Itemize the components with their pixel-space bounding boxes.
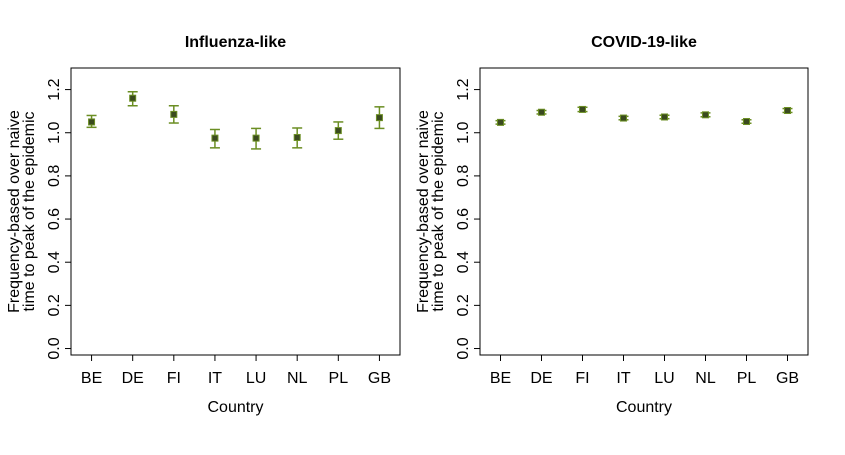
panel-1-data-point [211, 134, 219, 142]
panel-2-data-point [579, 105, 586, 113]
panel-2-y-tick-label: 1.0 [455, 122, 472, 144]
panel-2-data-point [497, 118, 504, 126]
panel-1-x-axis-label: Country [207, 399, 263, 416]
panel-1-y-tick-label: 0.6 [46, 208, 63, 230]
panel-1-y-tick-label: 0.2 [46, 294, 63, 316]
panel-2-y-tick-label: 0.2 [455, 294, 472, 316]
panel-1-x-tick-label: PL [329, 370, 349, 387]
panel-2-x-tick-label: DE [530, 370, 552, 387]
panel-1-x-tick-label: DE [122, 370, 144, 387]
panel-2-x-tick-label: FI [575, 370, 589, 387]
panel-2-x-tick-label: BE [490, 370, 511, 387]
panel-1-y-tick-label: 1.0 [46, 122, 63, 144]
panel-1-x-tick-label: LU [246, 370, 266, 387]
panel-2-x-axis-label: Country [616, 399, 672, 416]
panel-1-data-point [252, 134, 260, 142]
panel-2-data-point [620, 114, 627, 122]
panel-1-x-tick-label: BE [81, 370, 102, 387]
panel-1-data-point [334, 127, 342, 135]
panel-2-title: COVID-19-like [591, 34, 697, 51]
panel-1-x-tick-label: NL [287, 370, 308, 387]
panel-2-data-point [702, 111, 709, 119]
panel-2-x-tick-label: PL [737, 370, 757, 387]
panel-1-data-point [170, 110, 178, 118]
panel-1-y-axis-label-line-2: time to peak of the epidemic [21, 111, 38, 311]
panel-2: COVID-19-like Country Frequency-based over… [415, 34, 809, 416]
panel-2-y-tick-label: 1.2 [455, 78, 472, 100]
panel-2-data-point [743, 118, 750, 126]
panel-1: Influenza-like Country Frequency-based ove… [6, 34, 401, 416]
panel-2-y-tick-label: 0.4 [455, 251, 472, 273]
panel-2-y-axis-label-line-1: Frequency-based over naive [415, 110, 432, 313]
panel-2-y-axis-label-line-2: time to peak of the epidemic [430, 111, 447, 311]
panel-1-y-tick-label: 0.4 [46, 251, 63, 273]
panel-1-plot-frame [70, 67, 401, 356]
panel-2-x-tick-label: GB [776, 370, 799, 387]
panel-1-title: Influenza-like [185, 34, 286, 51]
panel-1-x-tick-label: FI [167, 370, 181, 387]
panel-1-data-point [293, 133, 301, 141]
panel-1-data-point [129, 94, 137, 102]
panel-1-x-tick-label: GB [368, 370, 391, 387]
panel-2-x-tick-label: LU [654, 370, 674, 387]
panel-1-y-tick-label: 0.8 [46, 165, 63, 187]
panel-1-y-tick-label: 1.2 [46, 78, 63, 100]
panel-2-x-tick-label: IT [616, 370, 630, 387]
panel-2-y-tick-label: 0.0 [455, 337, 472, 359]
panel-2-y-tick-label: 0.6 [455, 208, 472, 230]
panel-2-y-tick-label: 0.8 [455, 165, 472, 187]
panel-1-data-point [88, 118, 96, 126]
panel-2-plot-frame [479, 67, 809, 356]
panel-2-data-point [784, 107, 791, 115]
panel-1-y-axis-label-line-1: Frequency-based over naive [6, 110, 23, 313]
panel-1-y-tick-label: 0.0 [46, 337, 63, 359]
panel-1-x-tick-label: IT [208, 370, 222, 387]
panel-1-data-point [375, 114, 383, 122]
panel-2-data-point [661, 113, 668, 121]
panel-2-data-point [538, 108, 545, 116]
panel-2-x-tick-label: NL [695, 370, 716, 387]
